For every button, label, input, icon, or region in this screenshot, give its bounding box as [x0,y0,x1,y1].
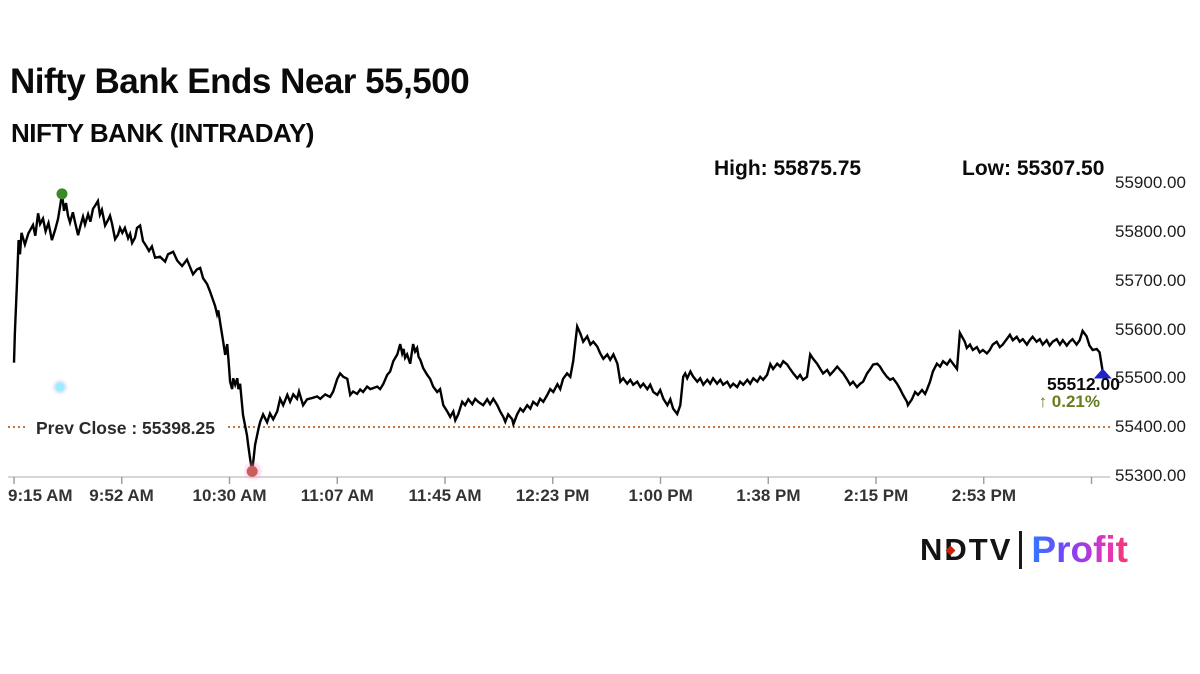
low-marker-dot [246,465,258,477]
y-axis-tick-label: 55800.00 [1115,221,1186,241]
x-axis-tick-label: 12:23 PM [515,486,590,505]
profit-logo-text: Profit [1031,529,1128,570]
high-value-text: High: 55875.75 [714,157,862,180]
watermark-artifact-smudge [243,460,263,482]
prev-close-label: Prev Close : 55398.25 [32,418,220,439]
last-price-value: 55512.00 [1047,374,1120,394]
last-change-percent: ↑ 0.21% [1039,392,1100,412]
x-axis-tick-label: 1:00 PM [628,486,693,505]
change-percent-text: 0.21% [1051,392,1100,411]
price-line [12,193,1104,472]
y-axis-tick-label: 55500.00 [1115,368,1186,388]
ndtv-profit-logo: NDTV Profit [920,528,1128,572]
ndtv-wordmark: NDTV [920,532,1013,567]
watermark-artifact-dot [51,378,69,396]
close-marker-triangle [1093,368,1112,379]
y-axis-tick-label: 55300.00 [1115,466,1186,485]
y-axis-tick-label: 55400.00 [1115,417,1186,437]
y-axis-tick-label: 55700.00 [1115,270,1186,290]
x-axis-tick-label: 11:45 AM [408,486,482,505]
high-marker-dot [56,188,68,200]
logo-divider [1019,531,1023,569]
page-title: Nifty Bank Ends Near 55,500 [10,62,470,101]
x-axis-tick-label: 9:52 AM [89,486,154,505]
y-axis-tick-label: 55900.00 [1115,173,1186,192]
up-arrow-icon: ↑ [1038,392,1048,411]
extreme-markers [56,188,1112,477]
y-axis-tick-label: 55600.00 [1115,319,1186,339]
x-axis-tick-label: 2:15 PM [844,486,909,505]
x-axis-tick-label: 2:53 PM [951,486,1016,505]
low-value-text: Low: 55307.50 [962,157,1105,180]
x-axis-tick-label: 9:15 AM [8,486,73,505]
x-axis [8,476,1110,484]
chart-subtitle: NIFTY BANK (INTRADAY) [11,118,314,148]
x-axis-tick-label: 1:38 PM [736,486,801,505]
x-axis-tick-label: 10:30 AM [192,486,267,505]
ndtv-logo-text: NDTV [920,532,1012,568]
x-axis-tick-label: 11:07 AM [300,486,374,505]
